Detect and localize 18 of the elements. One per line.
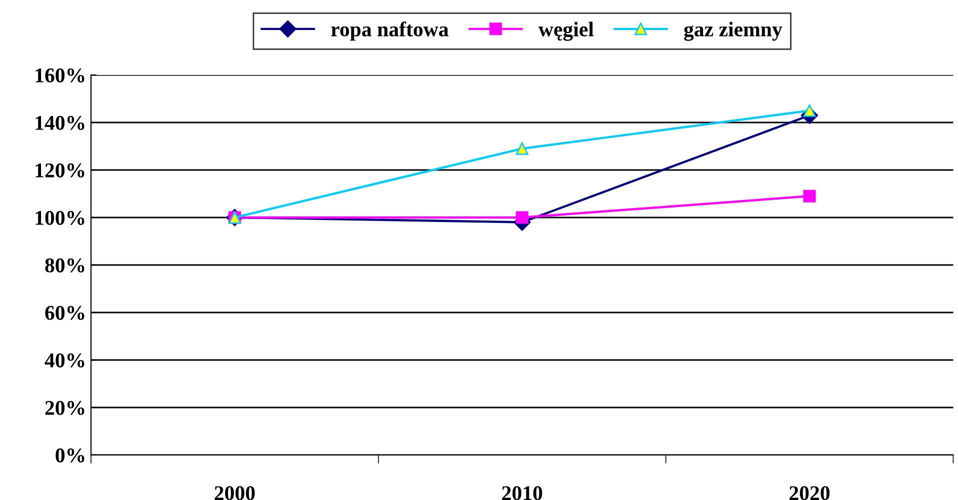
y-tick-label: 20%	[45, 400, 84, 415]
y-tick-label: 120%	[36, 163, 84, 178]
legend-label: ropa naftowa	[331, 22, 448, 41]
y-tick-label: 0%	[56, 448, 84, 462]
x-tick-label: 2010	[502, 486, 542, 500]
point	[516, 211, 528, 224]
point	[516, 142, 528, 155]
legend-label: gaz ziemny	[684, 22, 782, 41]
x-tick-label: 2000	[214, 486, 255, 500]
legend-label: węgiel	[538, 22, 594, 41]
y-tick-label: 100%	[36, 210, 84, 225]
y-tick-label: 160%	[36, 68, 84, 82]
point	[803, 190, 816, 202]
y-tick-label: 140%	[36, 116, 84, 130]
y-tick-label: 80%	[45, 258, 84, 272]
y-tick-label: 60%	[45, 306, 84, 320]
y-tick-label: 40%	[44, 353, 84, 368]
x-tick-label: 2020	[790, 486, 830, 500]
